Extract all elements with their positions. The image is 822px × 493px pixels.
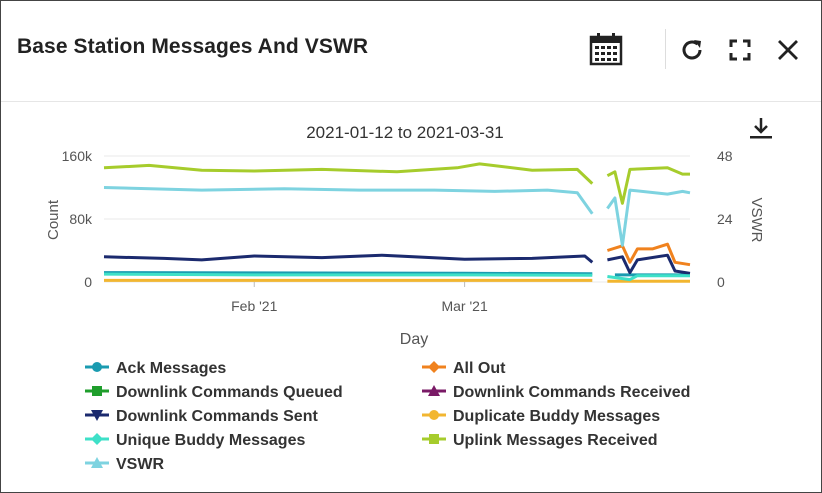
legend-marker-icon	[429, 434, 439, 444]
legend-item-downlink-commands-received[interactable]: Downlink Commands Received	[422, 384, 690, 401]
expand-icon[interactable]	[729, 39, 751, 61]
legend-marker-icon	[428, 361, 440, 373]
legend-marker-icon	[429, 410, 439, 420]
legend-label: Downlink Commands Queued	[116, 384, 343, 401]
series-line-unique-buddy-messages	[607, 274, 690, 282]
legend-item-downlink-commands-sent[interactable]: Downlink Commands Sent	[85, 408, 318, 425]
series-line-downlink-commands-sent	[103, 253, 594, 264]
legend-label: Unique Buddy Messages	[116, 432, 305, 449]
legend-marker-icon	[91, 433, 103, 445]
series-line-uplink-messages-received	[606, 166, 690, 205]
legend-item-uplink-messages-received[interactable]: Uplink Messages Received	[422, 432, 658, 449]
chart-area: 2021-01-12 to 2021-03-31 0 80k 160k 0 24 48 Fe…	[45, 118, 772, 473]
legend-marker-icon	[91, 410, 103, 421]
legend-item-all-out[interactable]: All Out	[422, 360, 506, 377]
legend-label: Downlink Commands Received	[453, 384, 690, 401]
legend-marker-icon	[92, 362, 102, 372]
legend-marker-icon	[91, 457, 103, 468]
widget-header: Base Station Messages And VSWR	[1, 1, 821, 102]
x-tick-label: Mar '21	[441, 298, 487, 314]
legend-item-duplicate-buddy-messages[interactable]: Duplicate Buddy Messages	[422, 408, 660, 425]
grid-lines	[104, 155, 690, 283]
tick-labels: 0 80k 160k 0 24 48 Feb '21 Mar '21	[62, 148, 733, 314]
series-line-vswr	[103, 186, 594, 215]
legend-label: VSWR	[116, 456, 164, 473]
x-axis-label: Day	[400, 331, 428, 348]
legend-item-ack-messages[interactable]: Ack Messages	[85, 360, 226, 377]
y-tick-label: 0	[84, 274, 92, 290]
series-line-uplink-messages-received	[103, 162, 594, 185]
series-line-unique-buddy-messages	[103, 272, 593, 277]
x-tick-label: Feb '21	[231, 298, 277, 314]
y2-axis-label: VSWR	[748, 198, 765, 243]
header-divider	[665, 29, 666, 69]
y2-tick-label: 48	[717, 148, 733, 164]
series-line-vswr	[606, 188, 691, 247]
y-axis-label: Count	[45, 199, 62, 240]
legend-label: Ack Messages	[116, 360, 226, 377]
download-icon[interactable]	[750, 118, 772, 139]
y-tick-label: 160k	[62, 148, 93, 164]
legend: Ack Messages All Out Downlink Commands Que…	[85, 360, 690, 473]
legend-label: Downlink Commands Sent	[116, 408, 318, 425]
refresh-icon[interactable]	[679, 37, 705, 63]
close-icon[interactable]	[776, 38, 800, 62]
legend-item-downlink-commands-queued[interactable]: Downlink Commands Queued	[85, 384, 343, 401]
legend-label: All Out	[453, 360, 506, 377]
legend-item-unique-buddy-messages[interactable]: Unique Buddy Messages	[85, 432, 305, 449]
series-line-all-out	[606, 242, 691, 267]
series-line-downlink-commands-sent	[607, 253, 691, 275]
calendar-icon[interactable]	[588, 31, 624, 67]
legend-label: Uplink Messages Received	[453, 432, 658, 449]
y-tick-label: 80k	[69, 211, 93, 227]
legend-marker-icon	[92, 386, 102, 396]
y2-tick-label: 0	[717, 274, 725, 290]
legend-item-vswr[interactable]: VSWR	[85, 456, 164, 473]
legend-marker-icon	[428, 385, 440, 396]
series-line-ack-messages	[103, 271, 593, 276]
y2-tick-label: 24	[717, 211, 733, 227]
series-lines	[103, 162, 691, 283]
legend-label: Duplicate Buddy Messages	[453, 408, 660, 425]
chart-title: 2021-01-12 to 2021-03-31	[306, 123, 504, 142]
widget-title: Base Station Messages And VSWR	[17, 35, 369, 58]
